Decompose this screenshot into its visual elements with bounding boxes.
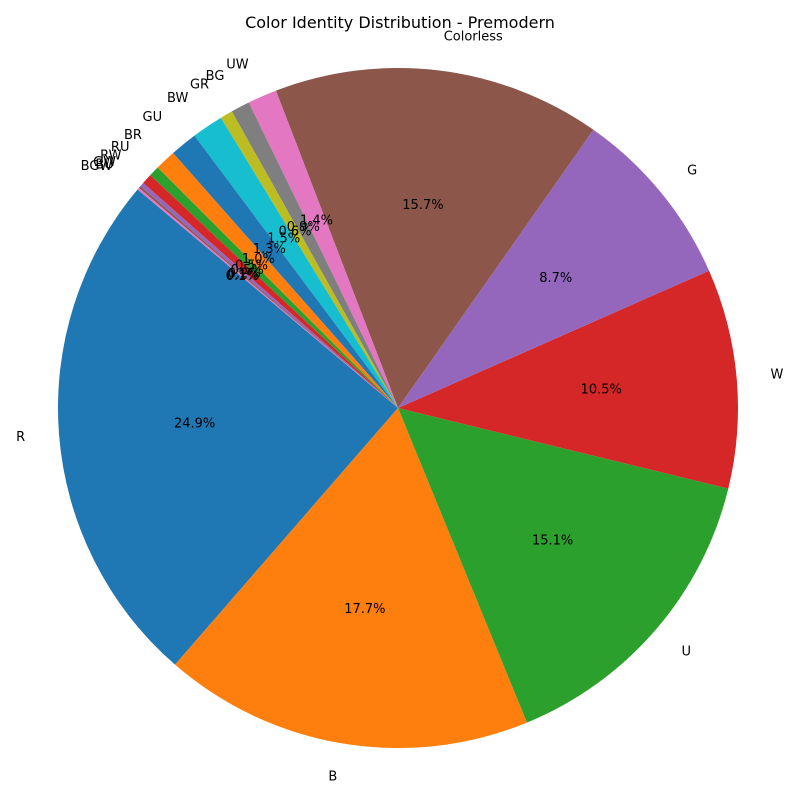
- slice-label-rw: RW: [100, 149, 122, 164]
- slice-label-gw: GW: [93, 155, 116, 170]
- pie-slice-bgw: [137, 187, 399, 408]
- pie-slice-uw: [248, 90, 398, 409]
- slice-label-br: BR: [124, 128, 142, 143]
- percent-label-b: 17.7%: [344, 602, 385, 617]
- slice-label-ru: RU: [111, 140, 130, 155]
- percent-label-r: 24.9%: [174, 417, 215, 432]
- percent-label-gu: 1.3%: [253, 242, 286, 257]
- percent-label-colorless: 15.7%: [402, 198, 443, 213]
- pie-slice-gr: [220, 111, 398, 409]
- percent-label-ru: 0.5%: [235, 259, 268, 274]
- percent-label-w: 10.5%: [581, 383, 622, 398]
- pie-slice-u: [398, 408, 729, 723]
- slice-label-bw: BW: [167, 91, 188, 106]
- slice-label-bg: BG: [206, 69, 225, 84]
- pie-slice-colorless: [275, 67, 594, 409]
- slice-label-bu: BU: [95, 157, 113, 172]
- chart-title: Color Identity Distribution - Premodern: [245, 13, 555, 32]
- percent-label-u: 15.1%: [532, 534, 573, 549]
- slice-label-colorless: Colorless: [444, 29, 503, 44]
- pie-slice-b: [175, 408, 527, 748]
- pie-slice-bu: [138, 186, 398, 408]
- percent-label-bu: 0.1%: [226, 268, 259, 283]
- slice-label-bgw: BGW: [81, 159, 113, 174]
- slice-label-u: U: [681, 644, 691, 659]
- pie-slice-bg: [231, 102, 398, 408]
- slice-label-g: G: [687, 163, 697, 178]
- slice-label-r: R: [16, 430, 25, 445]
- pie-slice-rw: [143, 175, 398, 408]
- pie-percent-labels: 24.9% 17.7% 15.1% 10.5% 8.7% 15.7% 1.4%0.9%0.6…: [174, 198, 622, 617]
- slice-label-gr: GR: [190, 78, 209, 93]
- pie-slice-g: [398, 129, 710, 408]
- pie-slice-r: [57, 189, 398, 665]
- pie-slice-gu: [173, 135, 398, 408]
- slice-label-b: B: [328, 770, 337, 785]
- percent-label-br: 1.0%: [242, 252, 275, 267]
- pie-slice-br: [157, 153, 398, 408]
- slice-label-w: W: [771, 368, 784, 383]
- pie-slice-ru: [150, 167, 398, 408]
- pie-slice-bw: [194, 117, 398, 408]
- percent-label-gw: 0.2%: [228, 266, 261, 281]
- percent-label-rw: 0.5%: [231, 263, 264, 278]
- pie-slice-w: [398, 270, 738, 489]
- percent-label-bg: 0.9%: [287, 220, 320, 235]
- percent-label-gr: 0.6%: [278, 224, 311, 239]
- pie-slice-gw: [140, 183, 399, 408]
- percent-label-bgw: 0.1%: [226, 269, 259, 284]
- percent-label-uw: 1.4%: [300, 213, 333, 228]
- slice-label-gu: GU: [143, 110, 163, 125]
- percent-label-g: 8.7%: [539, 271, 572, 286]
- pie-slices: [57, 67, 738, 748]
- slice-label-uw: UW: [226, 58, 249, 73]
- percent-label-bw: 1.5%: [267, 232, 300, 247]
